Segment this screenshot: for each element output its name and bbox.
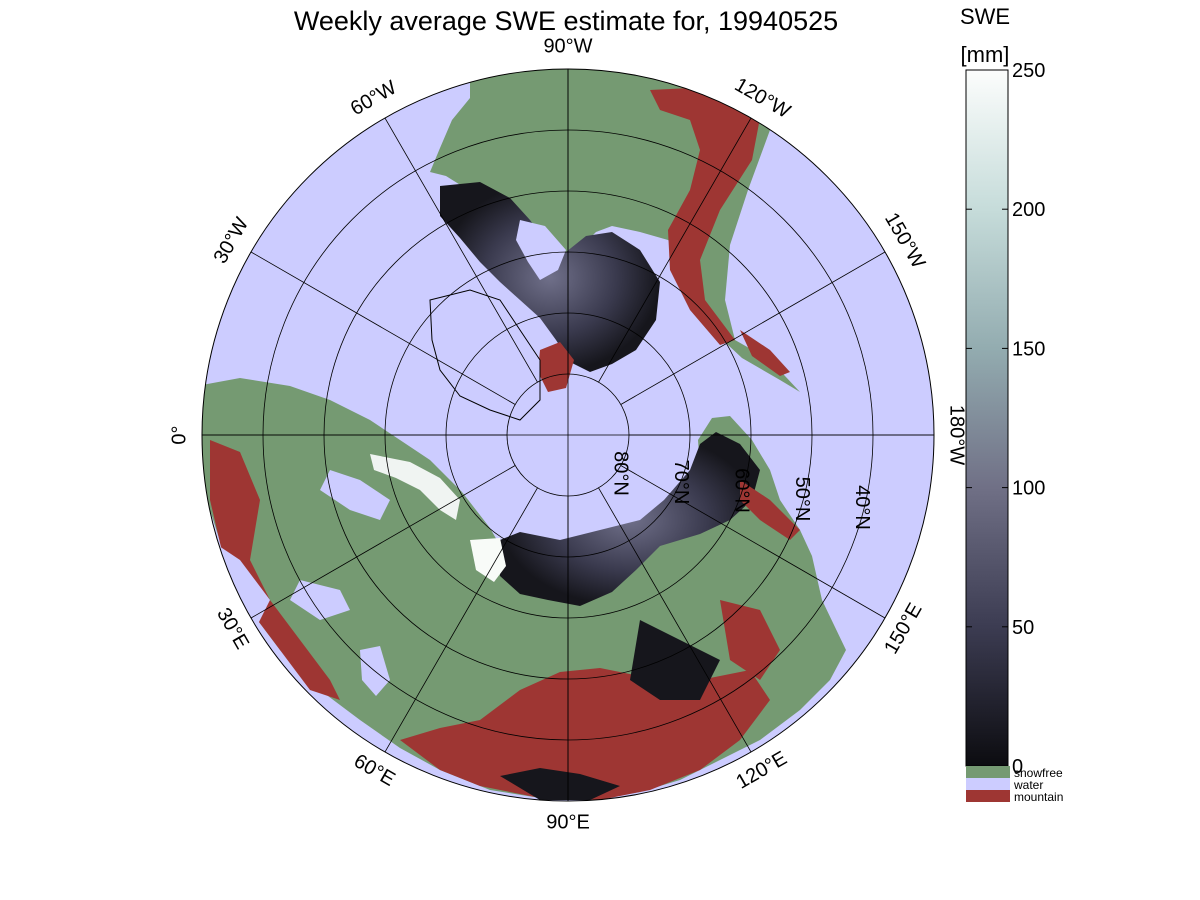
mountain-central-asia [400, 668, 770, 800]
legend-swatch-snowfree [966, 766, 1010, 778]
longitude-label: 90°W [543, 35, 592, 57]
snow-canada [440, 182, 660, 372]
mountain-east-siberia [740, 480, 800, 540]
colorbar-label: SWE [960, 4, 1010, 29]
polar-map [202, 69, 934, 801]
longitude-label: 90°E [546, 811, 590, 833]
meridian-line [250, 465, 516, 619]
snow-white-patch [470, 538, 506, 582]
graticule [202, 69, 934, 801]
legend-label-water: water [1013, 778, 1043, 792]
snow-siberia [500, 432, 760, 606]
map-title: Weekly average SWE estimate for, 1994052… [294, 6, 838, 36]
meridian-line [620, 465, 886, 619]
legend-label-mountain: mountain [1014, 790, 1063, 804]
colorbar-tick-label: 100 [1012, 478, 1045, 500]
latitude-label: 70°N [670, 460, 692, 505]
colorbar: SWE [mm] 0 50 100 150 200 250 snowfreewatermo… [960, 4, 1063, 804]
meridian-line [598, 487, 752, 753]
meridian-line [250, 251, 516, 405]
legend-swatch-mountain [966, 790, 1010, 802]
greenland-outline [429, 289, 541, 421]
latitude-label: 80°N [610, 451, 632, 496]
latitude-label: 40°N [851, 485, 873, 530]
latitude-label: 60°N [730, 468, 752, 513]
mountain-europe [210, 440, 340, 700]
meridian-line [384, 117, 538, 383]
latitude-labels: 80°N 70°N 60°N 50°N 40°N [610, 451, 874, 530]
snow-himalaya [500, 768, 620, 800]
colorbar-tick-label: 200 [1012, 199, 1045, 221]
mountain-far-east [720, 600, 780, 680]
colorbar-ticks: 0 50 100 150 200 250 [966, 60, 1045, 778]
map-border [201, 68, 935, 802]
water-baltic [320, 470, 390, 520]
colorbar-unit: [mm] [961, 42, 1010, 67]
legend-label-snowfree: snowfree [1014, 766, 1063, 780]
colorbar-tick-label: 50 [1012, 617, 1034, 639]
colorbar-tick-label: 150 [1012, 338, 1045, 360]
colorbar-tick-label: 250 [1012, 60, 1045, 82]
colorbar-gradient [965, 69, 1009, 767]
snow-east-asia [630, 620, 720, 700]
island-greenland-tip [538, 342, 574, 392]
longitude-label: 180°W [946, 405, 968, 465]
meridian-line [598, 117, 752, 383]
colorbar-tick-label: 0 [1012, 756, 1023, 778]
snow-scandinavia [370, 454, 460, 520]
water-hudson-bay [516, 220, 566, 280]
mountain-rockies [650, 88, 760, 345]
mountain-coast [740, 330, 790, 376]
legend-swatch-water [966, 778, 1010, 790]
longitude-label: 0° [168, 425, 190, 444]
latitude-label: 50°N [791, 477, 813, 522]
meridian-line [620, 251, 886, 405]
meridian-line [384, 487, 538, 753]
